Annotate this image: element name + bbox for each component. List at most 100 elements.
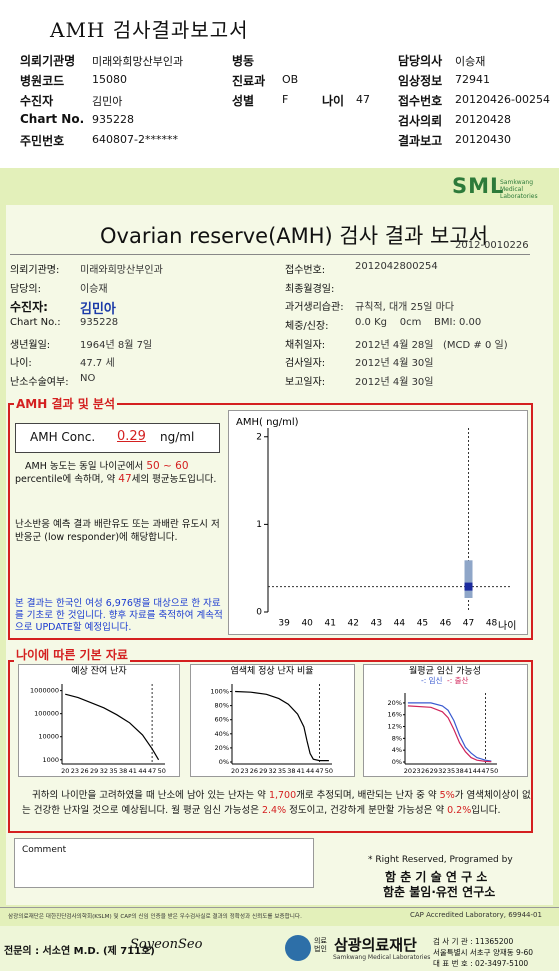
x-tick-label: 40 (301, 619, 313, 629)
series-line (65, 693, 160, 761)
x-tick-label: 50 (325, 767, 333, 775)
x-tick-label: 26 (250, 767, 258, 775)
x-tick-label: 20 (404, 767, 412, 775)
info-label: 수진자: (10, 300, 48, 314)
x-tick-label: 23 (240, 767, 248, 775)
field-value: F (282, 93, 289, 106)
mini-chart-box (190, 664, 355, 777)
field-label: 의뢰기관명 (20, 54, 76, 68)
summary-part: 입니다. (471, 805, 501, 816)
x-tick-label: 20 (231, 767, 239, 775)
y-tick-label: 100000 (34, 710, 59, 718)
series-line (407, 705, 492, 763)
axis-label: 나이 (498, 620, 516, 632)
field-label: 임상정보 (398, 74, 443, 88)
info-label: 난소수술여부: (10, 377, 69, 388)
header-title: AMH 검사결과보고서 (50, 18, 249, 42)
report-title: Ovarian reserve(AMH) 검사 결과 보고서 (100, 224, 489, 248)
info-label: 의뢰기관명: (10, 265, 60, 276)
field-value: 20120428 (455, 113, 511, 126)
chart-title: 염색체 정상 난자 비율 (230, 666, 313, 677)
comment-box (14, 838, 314, 888)
title-rule (10, 254, 530, 255)
chart-title: 예상 잔여 난자 (71, 665, 127, 677)
x-tick-label: 44 (473, 767, 481, 775)
contact: 대 표 번 호 : 02-3497-5100 (433, 959, 529, 968)
field-label: 수진자 (20, 94, 54, 108)
note-part: 47 (118, 473, 132, 485)
info-label: 담당의: (10, 284, 41, 295)
x-tick-label: 41 (297, 767, 305, 775)
x-tick-label: 38 (287, 767, 295, 775)
mini-chart-box (18, 664, 180, 777)
y-tick-label: 10000 (38, 733, 59, 741)
amh-unit: ng/ml (160, 430, 195, 444)
summary-part: 1,700 (268, 790, 297, 801)
x-tick-label: 39 (278, 619, 290, 629)
field-value: 20120426-00254 (455, 93, 550, 106)
x-tick-label: 26 (80, 767, 88, 775)
x-tick-label: 32 (438, 767, 446, 775)
field-label: 접수번호 (398, 94, 443, 108)
summary-part: 0.2% (447, 805, 472, 816)
note: 난소반응 예측 결과 배란유도 또는 과배란 유도시 저반응군 (low res… (15, 518, 220, 544)
y-tick-label: 60% (215, 716, 229, 724)
info-value: 47.7 세 (80, 358, 115, 369)
x-tick-label: 44 (138, 767, 146, 775)
info-label: 생년월일: (10, 340, 51, 351)
info-value: 미래와희망산부인과 (80, 265, 163, 276)
credit: 함춘 불임·유전 연구소 (383, 885, 496, 899)
summary-part: 개로 추정되며, 배란되는 난자 중 약 (296, 790, 440, 801)
y-tick-label: 100% (210, 688, 229, 696)
doc-number: 2012-0010226 (455, 240, 529, 251)
x-tick-label: 38 (455, 767, 463, 775)
x-tick-label: 46 (440, 619, 452, 629)
y-tick-label: 20% (215, 744, 229, 752)
x-tick-label: 29 (90, 767, 98, 775)
x-tick-label: 47 (463, 619, 474, 629)
x-tick-label: 35 (447, 767, 455, 775)
y-tick-label: 0% (219, 758, 229, 766)
field-label: 결과보고 (398, 134, 443, 148)
x-tick-label: 47 (481, 767, 489, 775)
info-value: 이승재 (80, 284, 108, 295)
x-tick-label: 44 (394, 619, 406, 629)
y-tick-label: 8% (392, 734, 402, 742)
info-label: 체중/신장: (285, 321, 329, 332)
series-line (235, 690, 329, 762)
legend-entry: -: 출산 (447, 675, 469, 685)
x-tick-label: 45 (417, 619, 428, 629)
y-tick-label: 20% (388, 699, 402, 707)
note-part: 50 ~ 60 (146, 460, 189, 472)
x-tick-label: 47 (315, 767, 323, 775)
doctor: 전문의 : 서소연 M.D. (제 711호) (4, 946, 155, 957)
field-value: 이승재 (455, 55, 486, 68)
chart-title: 월평균 임신 가능성 (409, 665, 481, 677)
x-tick-label: 23 (412, 767, 420, 775)
footer-rule (0, 907, 559, 908)
footer-notice: 삼광의료재단은 대한진단검사의학회(KSLM) 및 CAP의 신임 인증을 받은… (8, 914, 302, 920)
field-value: 72941 (455, 73, 490, 86)
info-value: 935228 (80, 317, 119, 328)
amh-conc-box (15, 423, 220, 453)
summary-part: 귀하의 나이만을 고려하였을 때 난소에 남아 있는 난자는 약 (32, 790, 269, 801)
info-label: 과거생리습관: (285, 302, 344, 313)
note: AMH 농도는 동일 나이군에서 50 ~ 60 percentile에 속하며… (15, 460, 220, 486)
field-value: 15080 (92, 73, 127, 86)
field-label: 주민번호 (20, 134, 65, 148)
field-label: 성별 (232, 94, 255, 108)
field-value: 47 (356, 93, 370, 106)
amh-label: AMH Conc. (30, 430, 96, 444)
x-tick-label: 35 (278, 767, 286, 775)
section-title: AMH 결과 및 분석 (14, 395, 118, 412)
info-label: 보고일자: (285, 377, 326, 388)
field-value: 20120430 (455, 133, 511, 146)
x-tick-label: 42 (348, 619, 359, 629)
x-tick-label: 32 (268, 767, 276, 775)
info-value: 김민아 (80, 302, 116, 317)
note-part: 세의 평균농도입니다. (131, 474, 217, 485)
note-text: 본 결과는 한국인 여성 6,976명을 대상으로 한 자료를 기초로 한 것입… (15, 598, 223, 633)
org-name: 삼광의료재단 (334, 936, 417, 954)
x-tick-label: 48 (486, 619, 498, 629)
